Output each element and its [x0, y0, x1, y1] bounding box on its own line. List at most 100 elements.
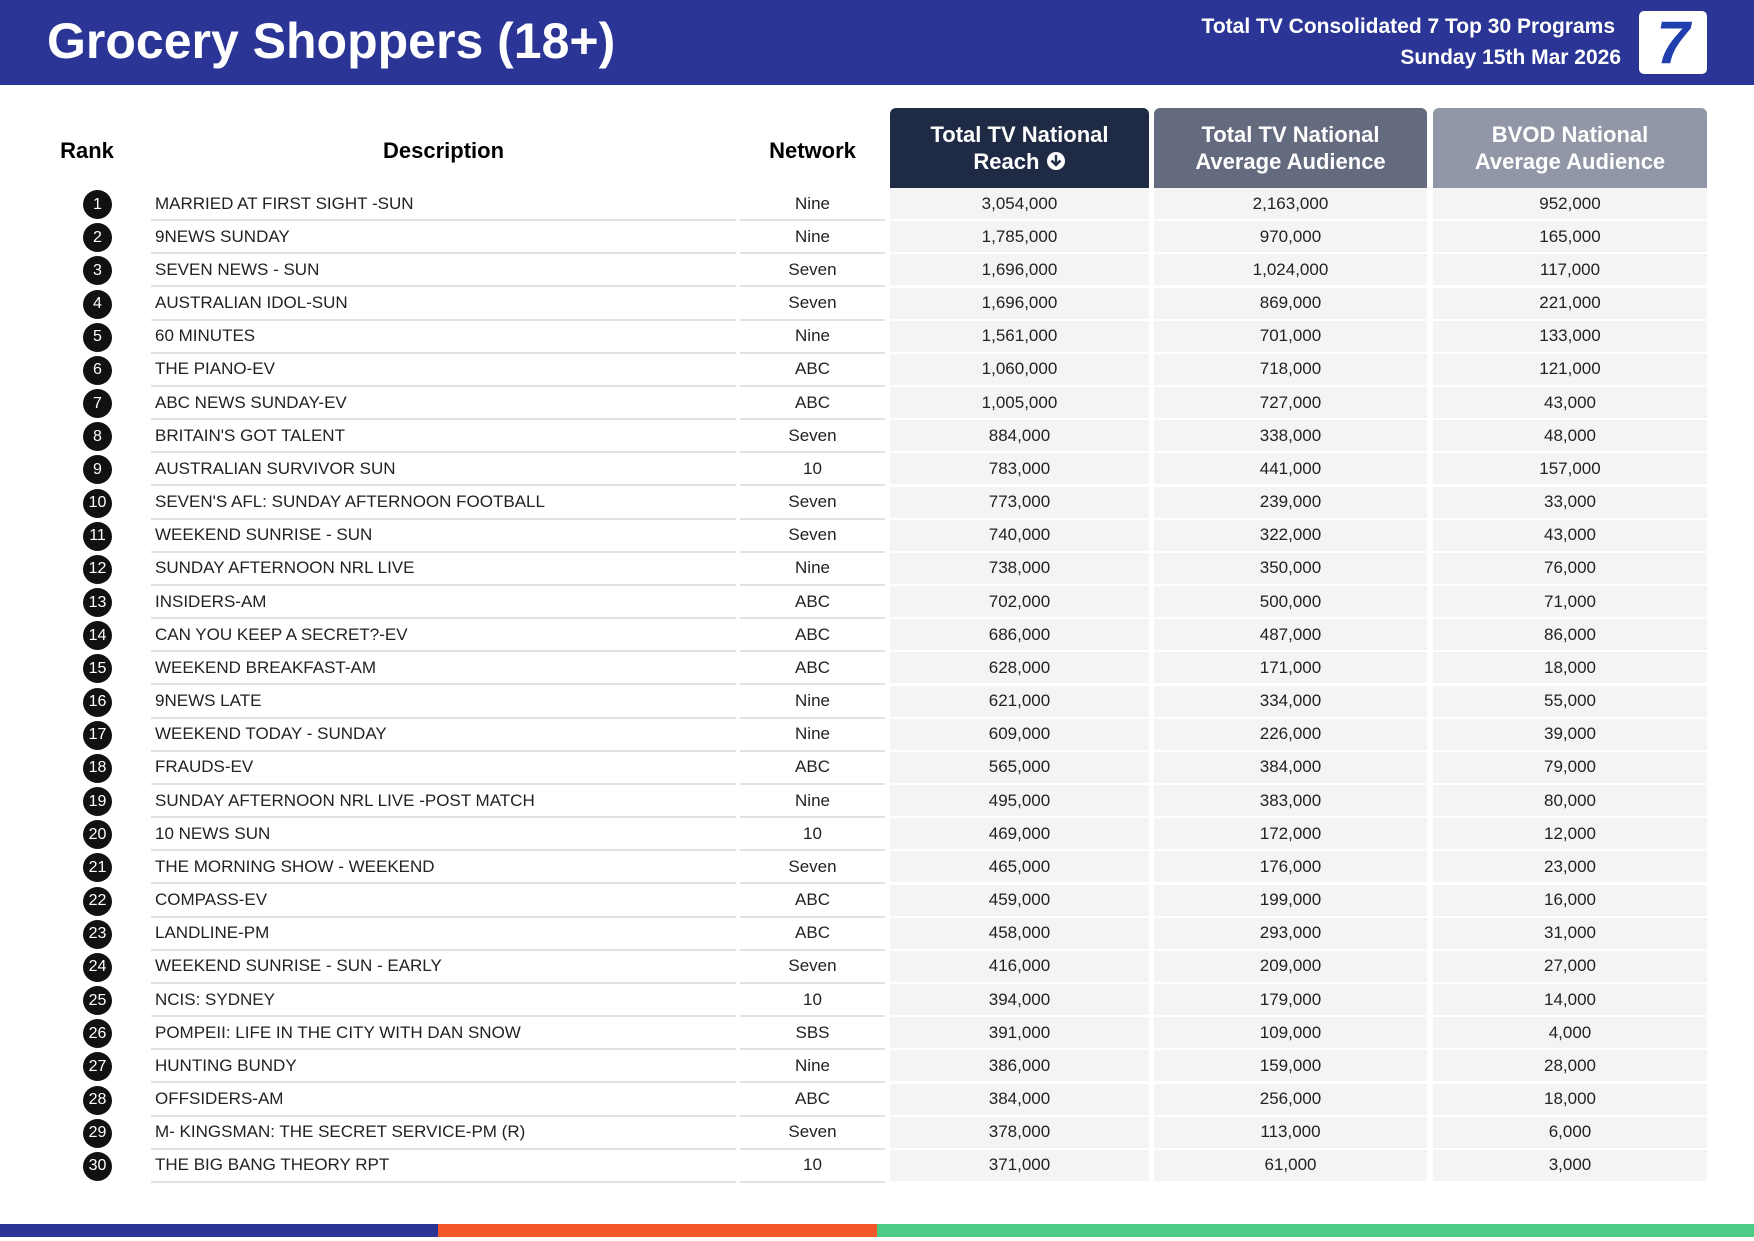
rank-badge: 24 [83, 952, 112, 982]
reach-cell: 1,005,000 [890, 387, 1149, 421]
rank-badge: 8 [83, 422, 112, 452]
average-audience-cell: 334,000 [1154, 685, 1427, 719]
average-audience-cell: 727,000 [1154, 387, 1427, 421]
network-cell: 10 [740, 453, 885, 487]
network-cell: Nine [740, 320, 885, 354]
description-cell: THE BIG BANG THEORY RPT [151, 1149, 736, 1183]
bvod-audience-cell: 23,000 [1433, 851, 1707, 885]
description-cell: LANDLINE-PM [151, 917, 736, 951]
network-cell: ABC [740, 353, 885, 387]
bvod-audience-cell: 12,000 [1433, 818, 1707, 852]
network-cell: ABC [740, 1083, 885, 1117]
network-cell: Nine [740, 221, 885, 255]
title: Grocery Shoppers (18+) [47, 13, 616, 69]
reach-cell: 469,000 [890, 818, 1149, 852]
rank-badge: 19 [83, 787, 112, 817]
rank-badge: 7 [83, 389, 112, 419]
rank-badge: 12 [83, 554, 112, 584]
average-audience-cell: 350,000 [1154, 552, 1427, 586]
reach-cell: 416,000 [890, 950, 1149, 984]
header-line: Total TV National [1201, 122, 1380, 147]
bvod-audience-cell: 27,000 [1433, 950, 1707, 984]
bvod-audience-cell: 79,000 [1433, 751, 1707, 785]
rank-badge: 18 [83, 753, 112, 783]
header-line: BVOD National [1491, 122, 1649, 147]
rank-badge: 11 [83, 521, 112, 551]
reach-cell: 458,000 [890, 917, 1149, 951]
bvod-audience-cell: 3,000 [1433, 1149, 1707, 1183]
network-cell: Seven [740, 1116, 885, 1150]
bvod-audience-cell: 80,000 [1433, 785, 1707, 819]
bvod-audience-cell: 55,000 [1433, 685, 1707, 719]
network-cell: 10 [740, 1149, 885, 1183]
average-audience-cell: 718,000 [1154, 353, 1427, 387]
bvod-audience-cell: 221,000 [1433, 287, 1707, 321]
average-audience-cell: 176,000 [1154, 851, 1427, 885]
description-cell: M- KINGSMAN: THE SECRET SERVICE-PM (R) [151, 1116, 736, 1150]
rank-badge: 5 [83, 322, 112, 352]
reach-cell: 495,000 [890, 785, 1149, 819]
network-cell: ABC [740, 884, 885, 918]
bvod-audience-cell: 33,000 [1433, 486, 1707, 520]
footer-bar [0, 1224, 438, 1237]
bvod-audience-cell: 117,000 [1433, 254, 1707, 288]
sort-icon [1046, 152, 1065, 170]
bvod-audience-cell: 31,000 [1433, 917, 1707, 951]
subtitle: Total TV Consolidated 7 Top 30 Programs [1201, 15, 1615, 38]
rank-badge: 6 [83, 355, 112, 385]
average-audience-cell: 338,000 [1154, 420, 1427, 454]
bvod-audience-cell: 48,000 [1433, 420, 1707, 454]
average-audience-cell: 384,000 [1154, 751, 1427, 785]
column-header: Rank [60, 138, 114, 163]
reach-cell: 740,000 [890, 519, 1149, 553]
description-cell: SUNDAY AFTERNOON NRL LIVE [151, 552, 736, 586]
reach-cell: 371,000 [890, 1149, 1149, 1183]
reach-cell: 386,000 [890, 1050, 1149, 1084]
average-audience-cell: 441,000 [1154, 453, 1427, 487]
network-cell: Seven [740, 287, 885, 321]
footer-bar [438, 1224, 877, 1237]
average-audience-cell: 109,000 [1154, 1017, 1427, 1051]
description-cell: BRITAIN'S GOT TALENT [151, 420, 736, 454]
bvod-audience-cell: 43,000 [1433, 519, 1707, 553]
average-audience-cell: 113,000 [1154, 1116, 1427, 1150]
header-line: Reach [890, 148, 1149, 175]
bvod-audience-cell: 18,000 [1433, 1083, 1707, 1117]
average-audience-cell: 226,000 [1154, 718, 1427, 752]
bvod-audience-cell: 165,000 [1433, 221, 1707, 255]
average-audience-cell: 179,000 [1154, 984, 1427, 1018]
reach-cell: 384,000 [890, 1083, 1149, 1117]
network-cell: Nine [740, 718, 885, 752]
column-header: Description [382, 138, 505, 163]
rank-badge: 21 [83, 853, 112, 883]
reach-cell: 738,000 [890, 552, 1149, 586]
network-cell: Seven [740, 851, 885, 885]
bvod-audience-cell: 121,000 [1433, 353, 1707, 387]
rank-badge: 30 [83, 1151, 112, 1181]
network-cell: Seven [740, 519, 885, 553]
rank-badge: 20 [83, 820, 112, 850]
description-cell: CAN YOU KEEP A SECRET?-EV [151, 619, 736, 653]
rank-badge: 17 [83, 720, 112, 750]
network-cell: ABC [740, 586, 885, 620]
average-audience-cell: 172,000 [1154, 818, 1427, 852]
average-audience-cell: 239,000 [1154, 486, 1427, 520]
bvod-audience-cell: 86,000 [1433, 619, 1707, 653]
bvod-audience-cell: 133,000 [1433, 320, 1707, 354]
reach-cell: 621,000 [890, 685, 1149, 719]
reach-cell: 1,785,000 [890, 221, 1149, 255]
rank-badge: 2 [83, 223, 112, 253]
network-cell: ABC [740, 387, 885, 421]
column-header: Total TV National Reach [890, 108, 1149, 188]
description-cell: 9NEWS LATE [151, 685, 736, 719]
average-audience-cell: 171,000 [1154, 652, 1427, 686]
rank-badge: 15 [83, 654, 112, 684]
average-audience-cell: 970,000 [1154, 221, 1427, 255]
network-cell: Nine [740, 785, 885, 819]
description-cell: SEVEN NEWS - SUN [151, 254, 736, 288]
column-header: Network [769, 138, 856, 163]
network-cell: Nine [740, 685, 885, 719]
reach-cell: 465,000 [890, 851, 1149, 885]
bvod-audience-cell: 14,000 [1433, 984, 1707, 1018]
rank-badge: 3 [83, 256, 112, 286]
